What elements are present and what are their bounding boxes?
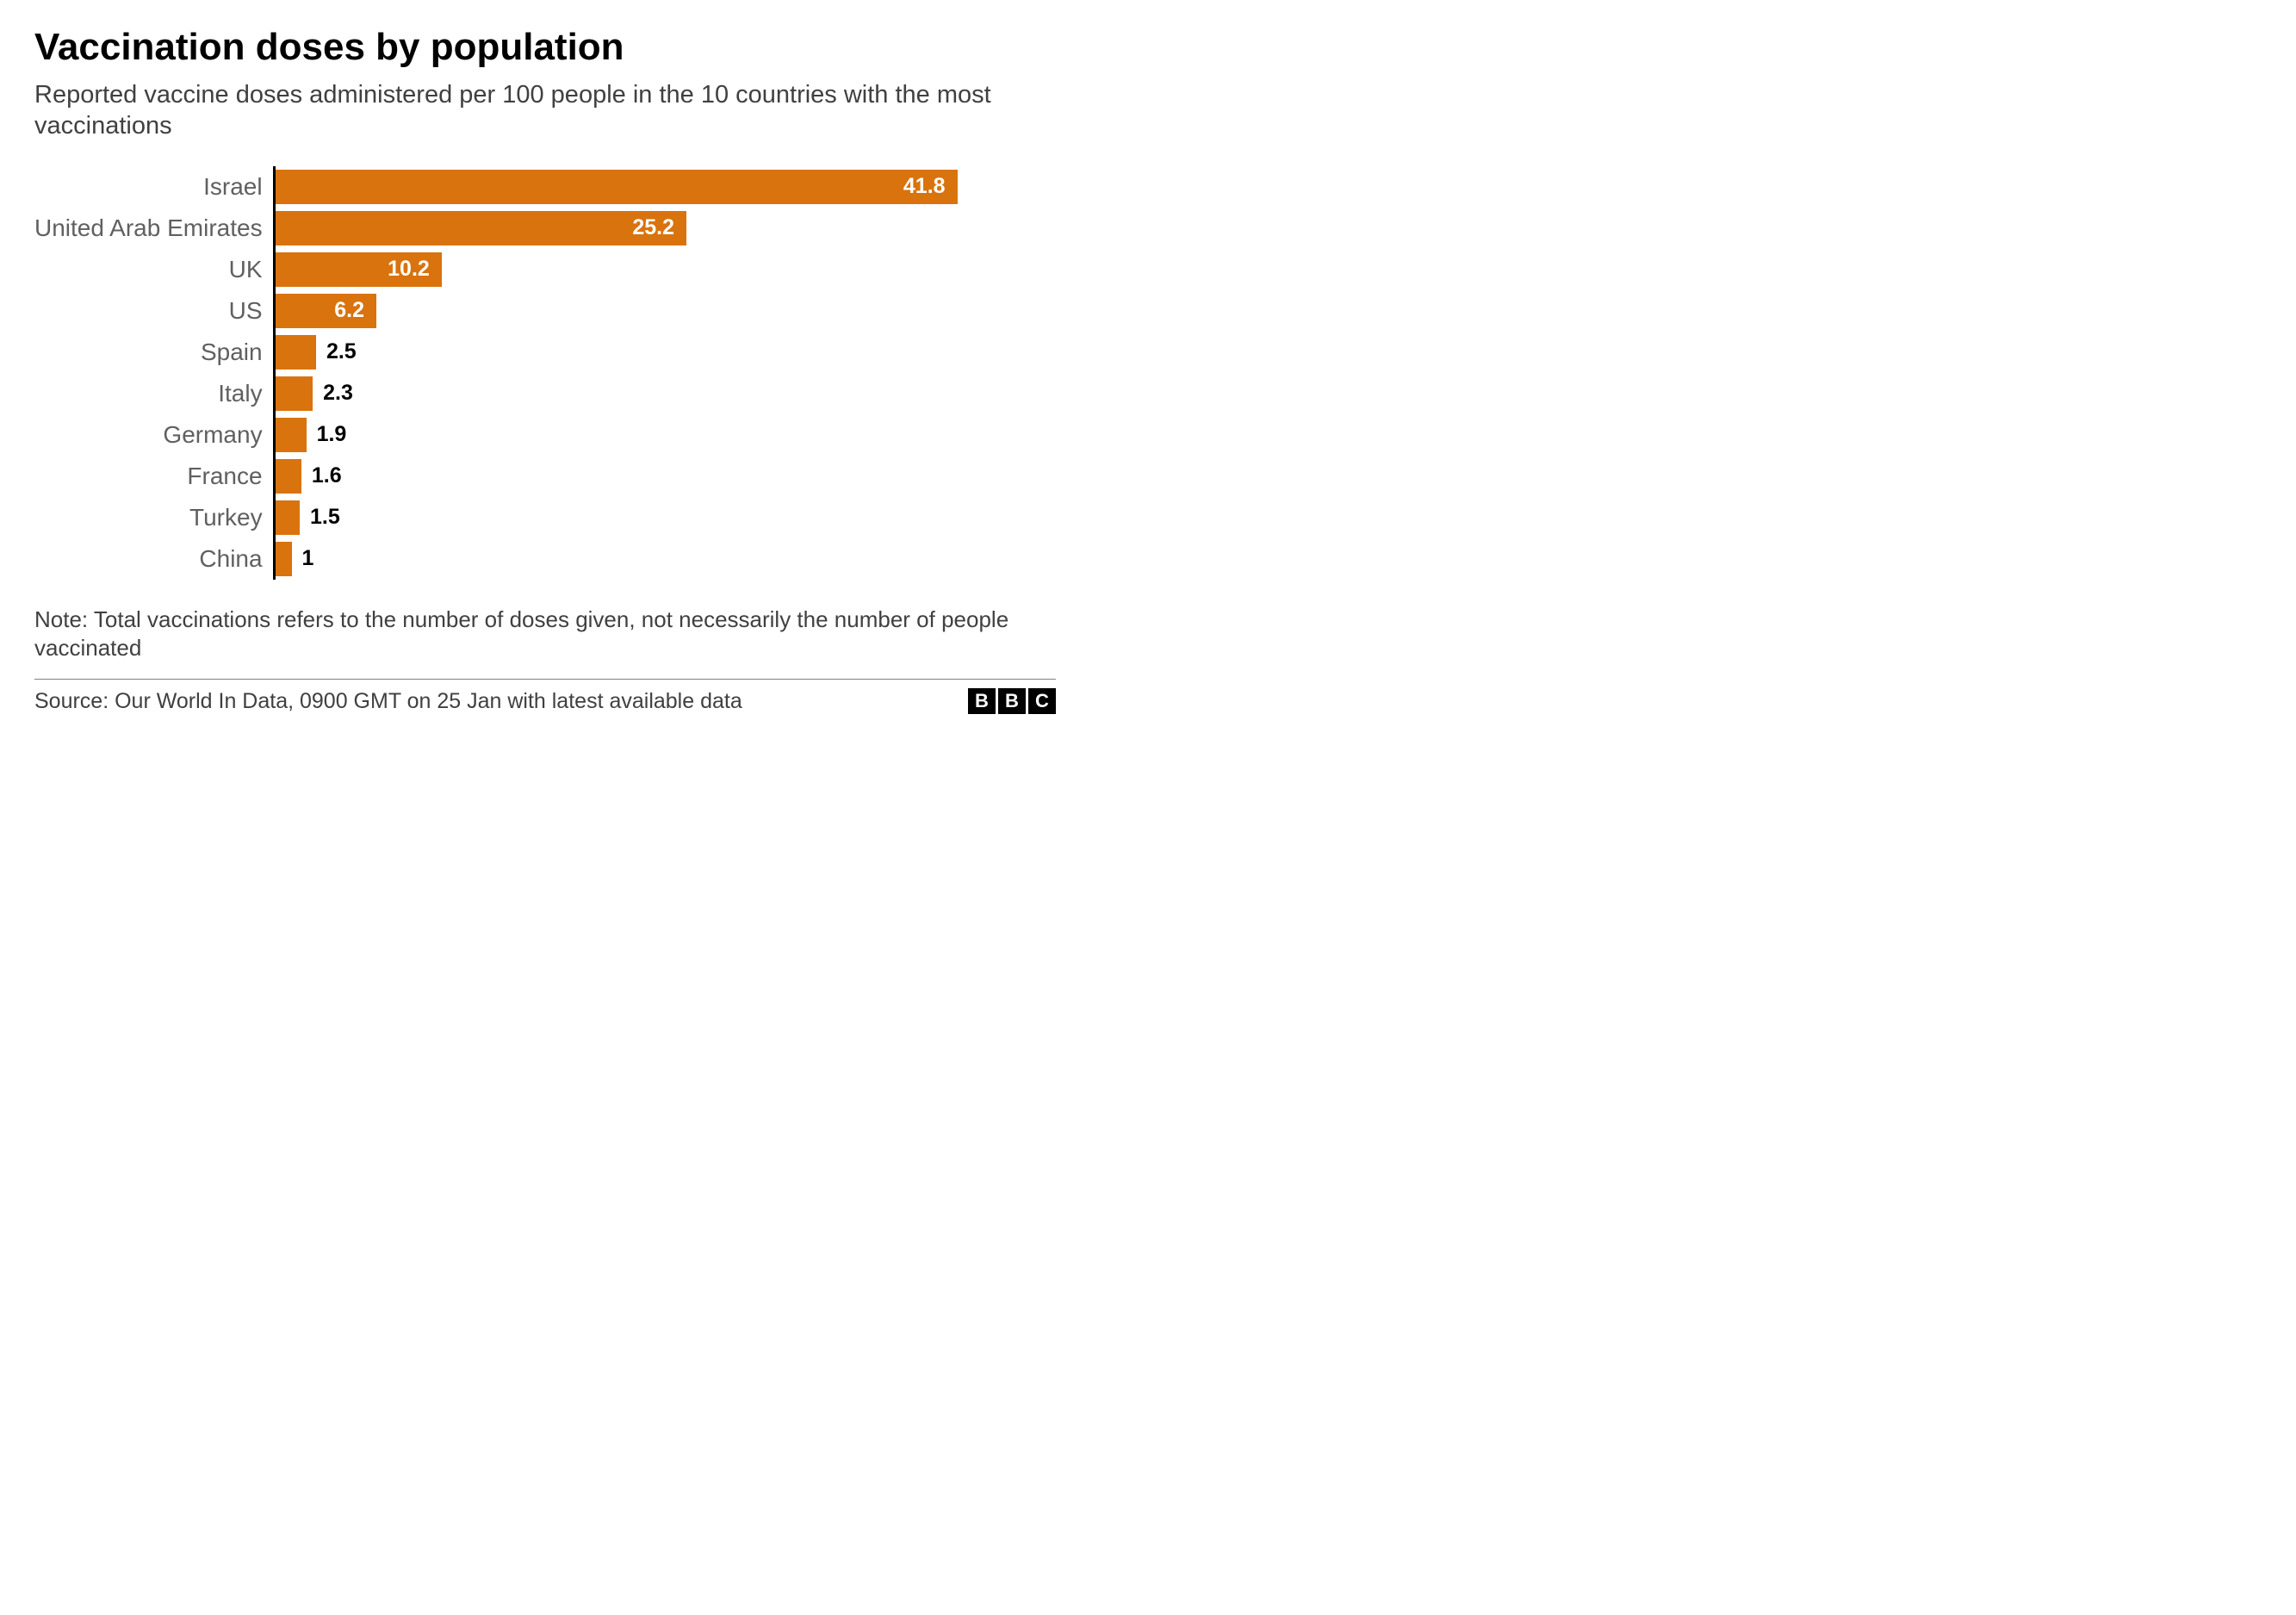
bbc-logo-block: B [998,688,1026,714]
bar [276,418,307,452]
bar-value: 25.2 [632,215,674,240]
bars-container: 41.8 25.2 10.2 6.2 2.5 2.3 1.9 1.6 1.5 1 [273,166,1056,580]
bar-row: 6.2 [276,290,1056,332]
bar-row: 1.9 [276,414,1056,456]
bar: 10.2 [276,252,442,287]
bar [276,335,316,370]
chart-title: Vaccination doses by population [34,26,1056,69]
bar-value: 1.9 [317,422,347,447]
bar [276,500,300,535]
bar: 25.2 [276,211,686,245]
chart-subtitle: Reported vaccine doses administered per … [34,79,1056,142]
bar-value: 1.5 [310,505,340,530]
bar-row: 25.2 [276,208,1056,249]
bar-value: 10.2 [388,257,430,282]
bar [276,376,313,411]
bar-value: 6.2 [334,298,364,323]
bar-value: 2.5 [326,339,357,364]
bbc-logo-block: C [1028,688,1056,714]
bar-label: US [229,290,263,332]
bbc-logo-block: B [968,688,996,714]
bar-row: 1.6 [276,456,1056,497]
bar [276,542,292,576]
bar-row: 41.8 [276,166,1056,208]
chart-footer: Source: Our World In Data, 0900 GMT on 2… [34,679,1056,728]
bar-row: 1.5 [276,497,1056,538]
bar-label: China [199,538,262,580]
bar-label: United Arab Emirates [34,208,263,249]
chart-note: Note: Total vaccinations refers to the n… [34,606,1056,664]
bar-value: 1.6 [312,463,342,488]
bar-label: France [187,456,262,497]
bar-row: 2.3 [276,373,1056,414]
bar-label: UK [229,249,263,290]
bar-value: 2.3 [323,381,353,406]
bar-value: 41.8 [903,174,946,199]
chart-area: IsraelUnited Arab EmiratesUKUSSpainItaly… [34,166,1056,580]
bar [276,459,301,494]
bar-row: 1 [276,538,1056,580]
bar-row: 10.2 [276,249,1056,290]
bar-value: 1 [302,546,314,571]
bar-row: 2.5 [276,332,1056,373]
bar: 41.8 [276,170,958,204]
bar-label: Israel [203,166,262,208]
bbc-logo: BBC [968,688,1056,714]
bar-label: Turkey [189,497,263,538]
bar-label: Spain [201,332,263,373]
bar-label: Italy [218,373,262,414]
source-text: Source: Our World In Data, 0900 GMT on 2… [34,689,742,714]
bar-label: Germany [163,414,262,456]
y-axis-labels: IsraelUnited Arab EmiratesUKUSSpainItaly… [34,166,273,580]
bar: 6.2 [276,294,376,328]
